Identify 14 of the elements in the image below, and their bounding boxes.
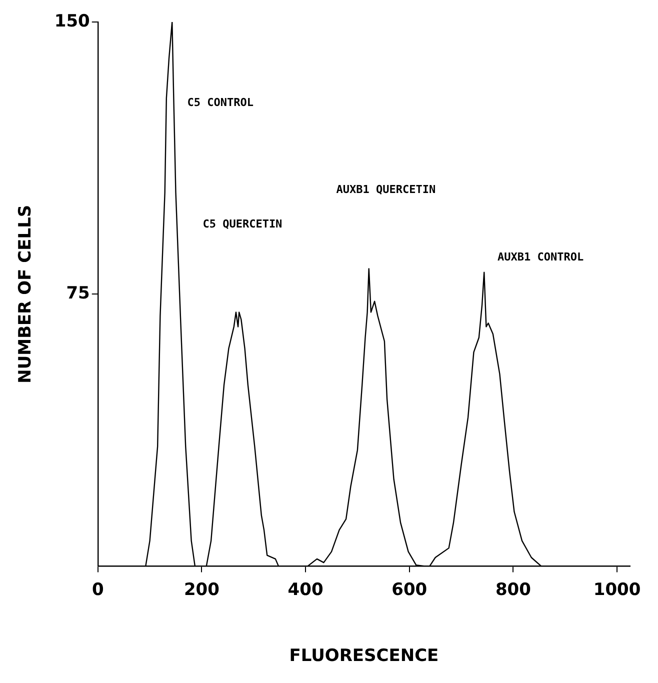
- y-tick-label: 150: [54, 11, 90, 32]
- x-tick-label: 1000: [593, 580, 641, 600]
- x-tick-label: 0: [92, 580, 104, 600]
- annotation: AUXB1 QUERCETIN: [336, 182, 436, 196]
- annotation: AUXB1 CONTROL: [498, 250, 584, 264]
- x-tick-label: 600: [392, 580, 428, 600]
- x-tick-label: 400: [288, 580, 324, 600]
- y-tick-label: 75: [66, 284, 90, 304]
- x-tick-label: 800: [495, 580, 532, 600]
- annotation: C5 QUERCETIN: [202, 218, 282, 231]
- x-axis-title: FLUORESCENCE: [289, 646, 439, 666]
- annotation: C5 CONTROL: [187, 96, 254, 109]
- x-tick-label: 200: [184, 580, 220, 600]
- y-axis-title: NUMBER OF CELLS: [16, 204, 36, 384]
